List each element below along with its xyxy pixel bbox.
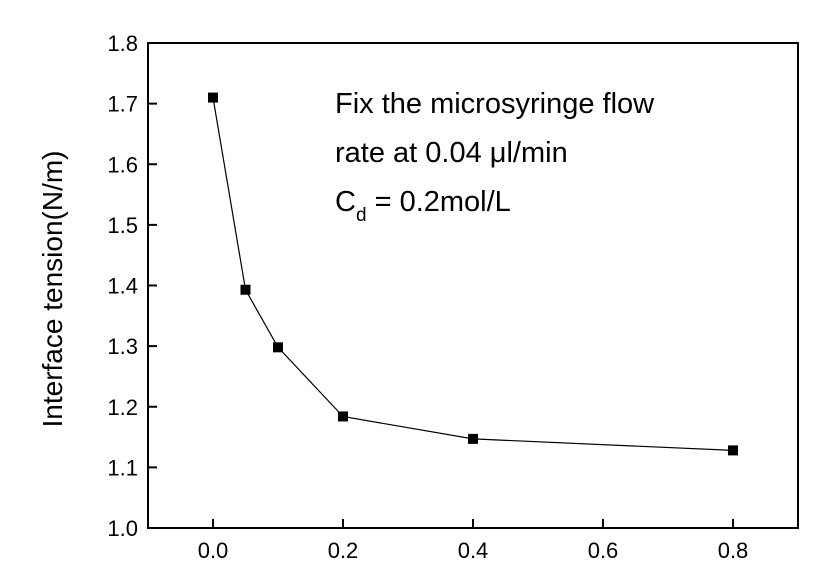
annotation-line-1: Fix the microsyringe flow bbox=[335, 88, 655, 120]
annotation-c: C bbox=[335, 186, 356, 218]
annotation-line-2: rate at 0.04 μl/min bbox=[335, 137, 568, 169]
annotation-subscript: d bbox=[356, 205, 367, 226]
x-tick-label: 0.6 bbox=[588, 538, 619, 563]
y-tick-label: 1.8 bbox=[107, 31, 138, 56]
data-point bbox=[338, 411, 348, 422]
x-tick-label: 0.8 bbox=[718, 538, 749, 563]
y-tick-label: 1.4 bbox=[107, 274, 138, 299]
annotation-rest: = 0.2mol/L bbox=[367, 186, 511, 218]
x-tick-label: 0.2 bbox=[328, 538, 359, 563]
x-tick-label: 0.0 bbox=[198, 538, 229, 563]
data-point bbox=[273, 342, 283, 353]
data-point bbox=[208, 92, 218, 103]
y-tick-label: 1.5 bbox=[107, 213, 138, 238]
x-tick-label: 0.4 bbox=[458, 538, 489, 563]
y-tick-label: 1.3 bbox=[107, 334, 138, 359]
y-tick-label: 1.6 bbox=[107, 152, 138, 177]
y-axis-label: Interface tension(N/m) bbox=[37, 151, 68, 428]
y-tick-label: 1.7 bbox=[107, 92, 138, 117]
data-point bbox=[468, 433, 478, 444]
y-tick-label: 1.1 bbox=[107, 455, 138, 480]
data-point bbox=[728, 445, 738, 456]
data-point bbox=[240, 284, 251, 295]
y-tick-label: 1.0 bbox=[107, 516, 138, 541]
y-tick-label: 1.2 bbox=[107, 395, 138, 420]
annotation-line-3: Cd = 0.2mol/L bbox=[335, 186, 511, 226]
series-line bbox=[212, 97, 734, 451]
ticks: 0.0 0.2 0.4 0.6 0.8 1.0 1.1 1.2 1.3 1.4 1.5 1.6 1.7 1… bbox=[107, 31, 748, 563]
series bbox=[208, 92, 738, 456]
annotation: Fix the microsyringe flow rate at 0.04 μ… bbox=[335, 88, 655, 226]
